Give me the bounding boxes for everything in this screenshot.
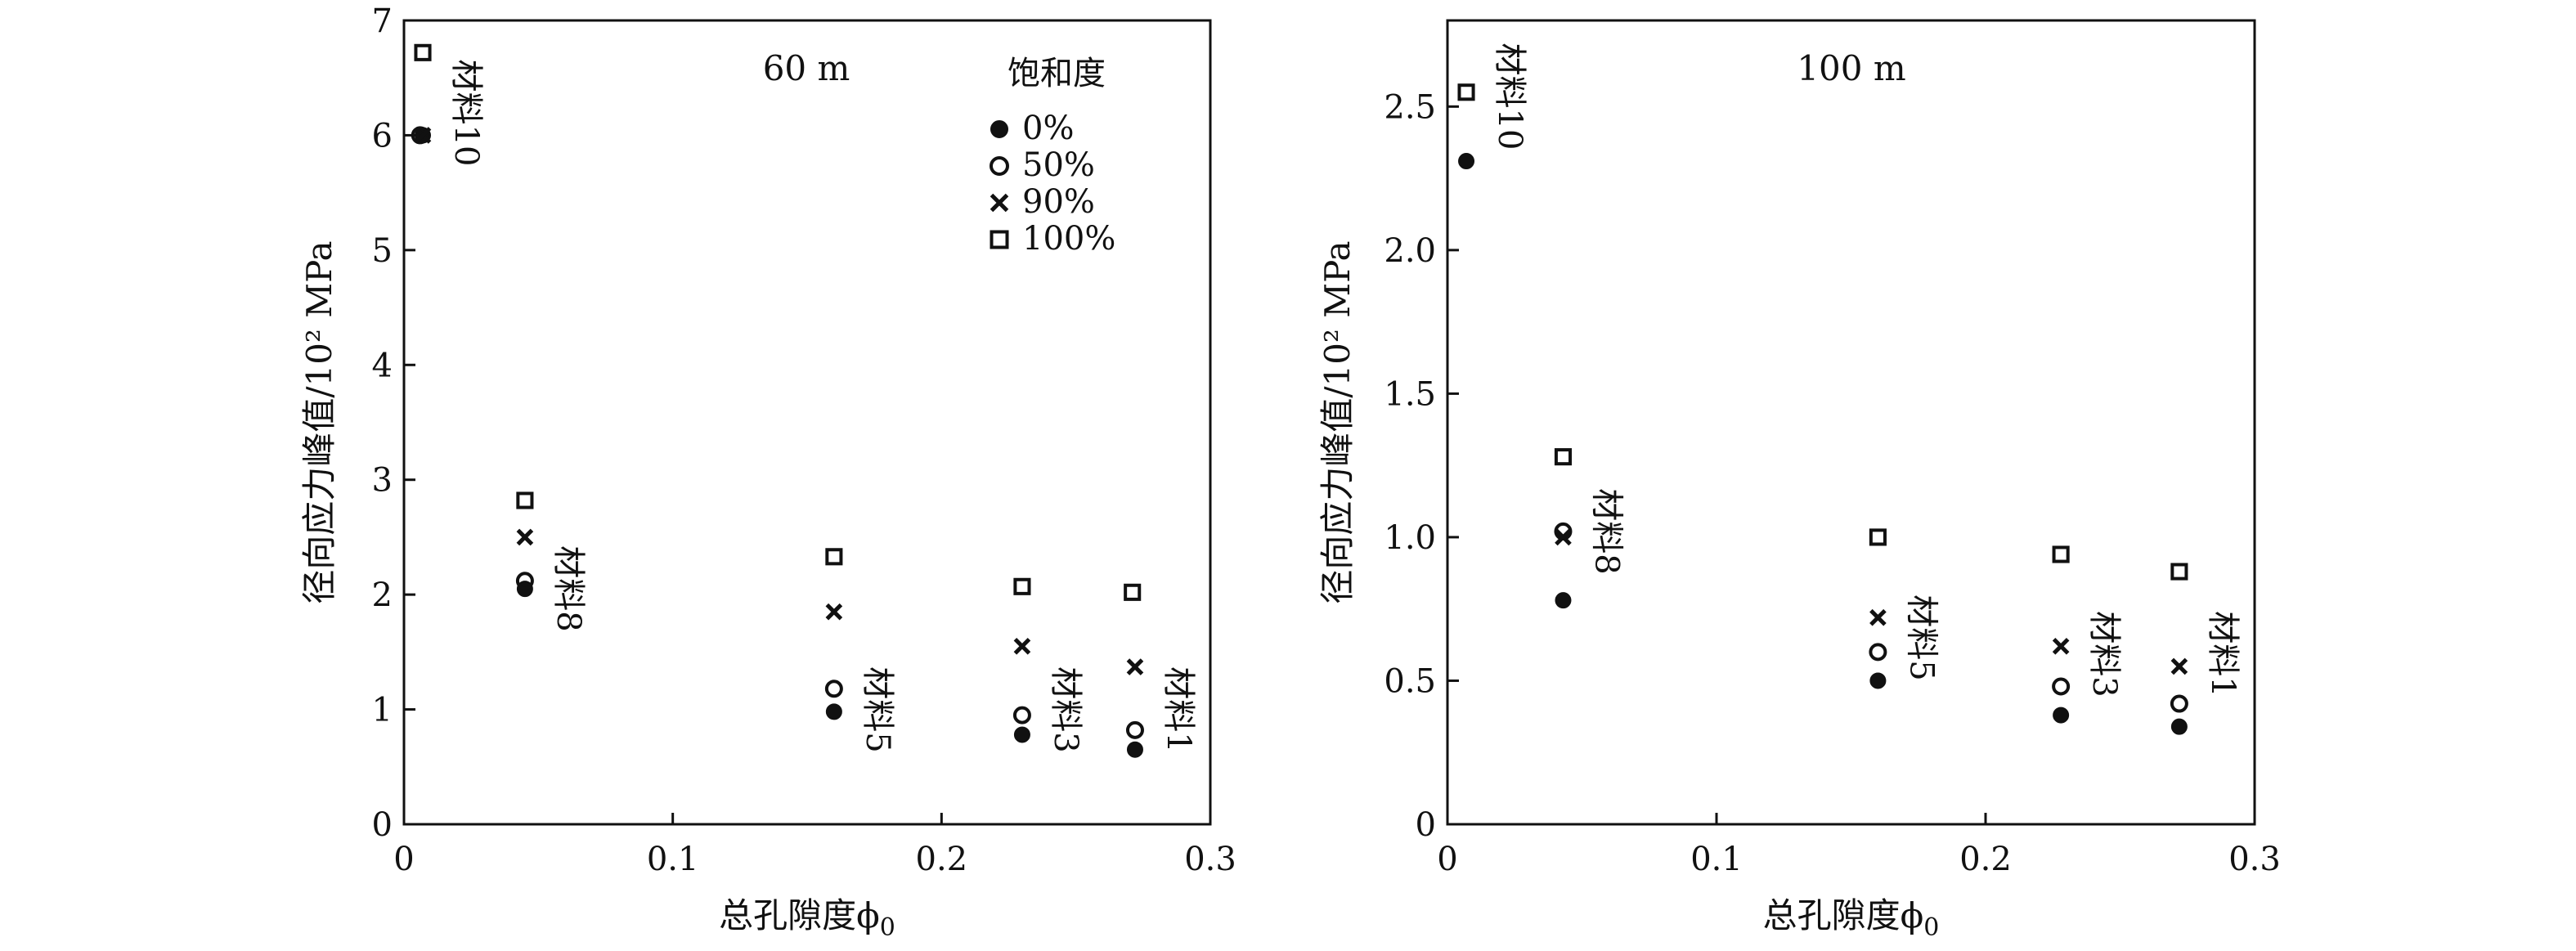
data-point-50pct [1869, 643, 1887, 662]
legend-marker [990, 120, 1008, 138]
data-point-90pct [1555, 528, 1572, 546]
material-label: 材料8 [1587, 488, 1625, 574]
y-tick-label: 2 [372, 576, 393, 614]
y-tick-label: 4 [372, 347, 393, 384]
y-tick-label: 5 [372, 232, 393, 270]
y-tick-label: 0.5 [1384, 662, 1436, 700]
data-point-50pct [515, 572, 534, 590]
y-tick-label: 0 [372, 806, 393, 844]
material-label: 材料1 [2204, 611, 2242, 697]
x-tick-label: 0.3 [1184, 841, 1236, 878]
plot-frame [402, 19, 1212, 826]
data-point-100pct [2170, 563, 2188, 581]
x-tick-label: 0.1 [647, 841, 699, 878]
data-point-0pct [825, 703, 842, 720]
legend-marker [990, 230, 1009, 249]
y-axis-title: 径向应力峰值/10² MPa [1317, 240, 1358, 603]
legend-label: 0% [1022, 110, 1074, 147]
data-point-100pct [1554, 448, 1573, 466]
data-point-90pct [1013, 638, 1031, 655]
y-tick-label: 1.0 [1384, 519, 1436, 557]
chart-panel-2: 0 0.1 0.2 0.3 0 0.5 1.0 1.5 2.0 2.5 总孔隙度ϕ0 径向应力峰值/1… [1317, 19, 2281, 942]
data-point-100pct [825, 548, 843, 566]
data-point-100pct [516, 491, 534, 509]
material-label: 材料5 [859, 666, 896, 752]
plot-frame [1446, 19, 2256, 826]
y-tick-label: 7 [372, 2, 393, 40]
x-tick-label: 0 [1437, 841, 1457, 878]
y-tick-label: 1.5 [1384, 375, 1436, 413]
data-point-50pct [411, 126, 429, 145]
y-tick-label: 2.0 [1384, 232, 1436, 270]
legend: 饱和度 0%50%90%100% [990, 55, 1115, 258]
material-label: 材料5 [1902, 594, 1940, 680]
legend-label: 100% [1022, 220, 1115, 258]
x-tick-label: 0.2 [916, 841, 968, 878]
data-point-100pct [1124, 583, 1142, 601]
data-point-0pct [1126, 741, 1143, 758]
x-tick-label: 0.2 [1959, 841, 2012, 878]
legend-marker [990, 193, 1009, 213]
y-tick-label: 3 [372, 462, 393, 500]
y-tick-label: 2.5 [1384, 88, 1436, 126]
legend-title: 饱和度 [1008, 55, 1106, 92]
data-point-90pct [414, 127, 432, 144]
data-point-100pct [1013, 577, 1031, 595]
legend-label: 90% [1022, 183, 1095, 221]
material-label: 材料1 [1160, 666, 1197, 752]
y-axis-title: 径向应力峰值/10² MPa [299, 240, 339, 603]
data-point-0pct [1458, 153, 1475, 170]
data-point-0pct [1013, 726, 1030, 743]
data-point-100pct [2052, 545, 2070, 563]
data-point-90pct [516, 528, 534, 546]
data-point-90pct [1869, 608, 1887, 626]
x-axis-title: 总孔隙度ϕ0 [719, 895, 895, 942]
material-label: 材料3 [2085, 611, 2123, 697]
legend-label: 50% [1022, 146, 1095, 184]
data-point-50pct [1125, 720, 1144, 739]
y-tick-label: 0 [1416, 806, 1436, 844]
legend-marker [990, 156, 1009, 176]
y-tick-label: 6 [372, 117, 393, 155]
material-label: 材料10 [447, 60, 485, 167]
data-point-50pct [1012, 706, 1031, 724]
data-point-0pct [2170, 718, 2188, 735]
data-point-50pct [2052, 677, 2071, 696]
material-label: 材料8 [550, 545, 587, 631]
data-point-100pct [1457, 83, 1475, 101]
panel-label: 100 m [1797, 48, 1905, 88]
data-point-50pct [824, 680, 843, 698]
x-tick-label: 0.3 [2228, 841, 2281, 878]
data-point-90pct [825, 603, 843, 621]
data-point-0pct [1869, 672, 1887, 689]
data-point-90pct [2170, 657, 2188, 675]
data-point-100pct [414, 43, 432, 61]
chart-panel-1: 0 0.1 0.2 0.3 0 1 2 3 4 5 6 7 总孔隙度ϕ0 径向应力峰值/10² MPa 60… [299, 2, 1236, 942]
x-axis-title: 总孔隙度ϕ0 [1763, 895, 1940, 942]
data-point-90pct [2052, 638, 2070, 655]
data-point-50pct [2170, 694, 2188, 713]
data-point-0pct [2053, 707, 2070, 724]
data-point-0pct [1555, 592, 1572, 609]
panel-label: 60 m [763, 48, 850, 88]
material-label: 材料10 [1491, 43, 1528, 150]
data-point-100pct [1869, 528, 1887, 546]
y-tick-label: 1 [372, 692, 393, 729]
material-label: 材料3 [1047, 666, 1084, 752]
data-point-90pct [1126, 658, 1144, 675]
x-tick-label: 0 [393, 841, 414, 878]
x-tick-label: 0.1 [1690, 841, 1743, 878]
